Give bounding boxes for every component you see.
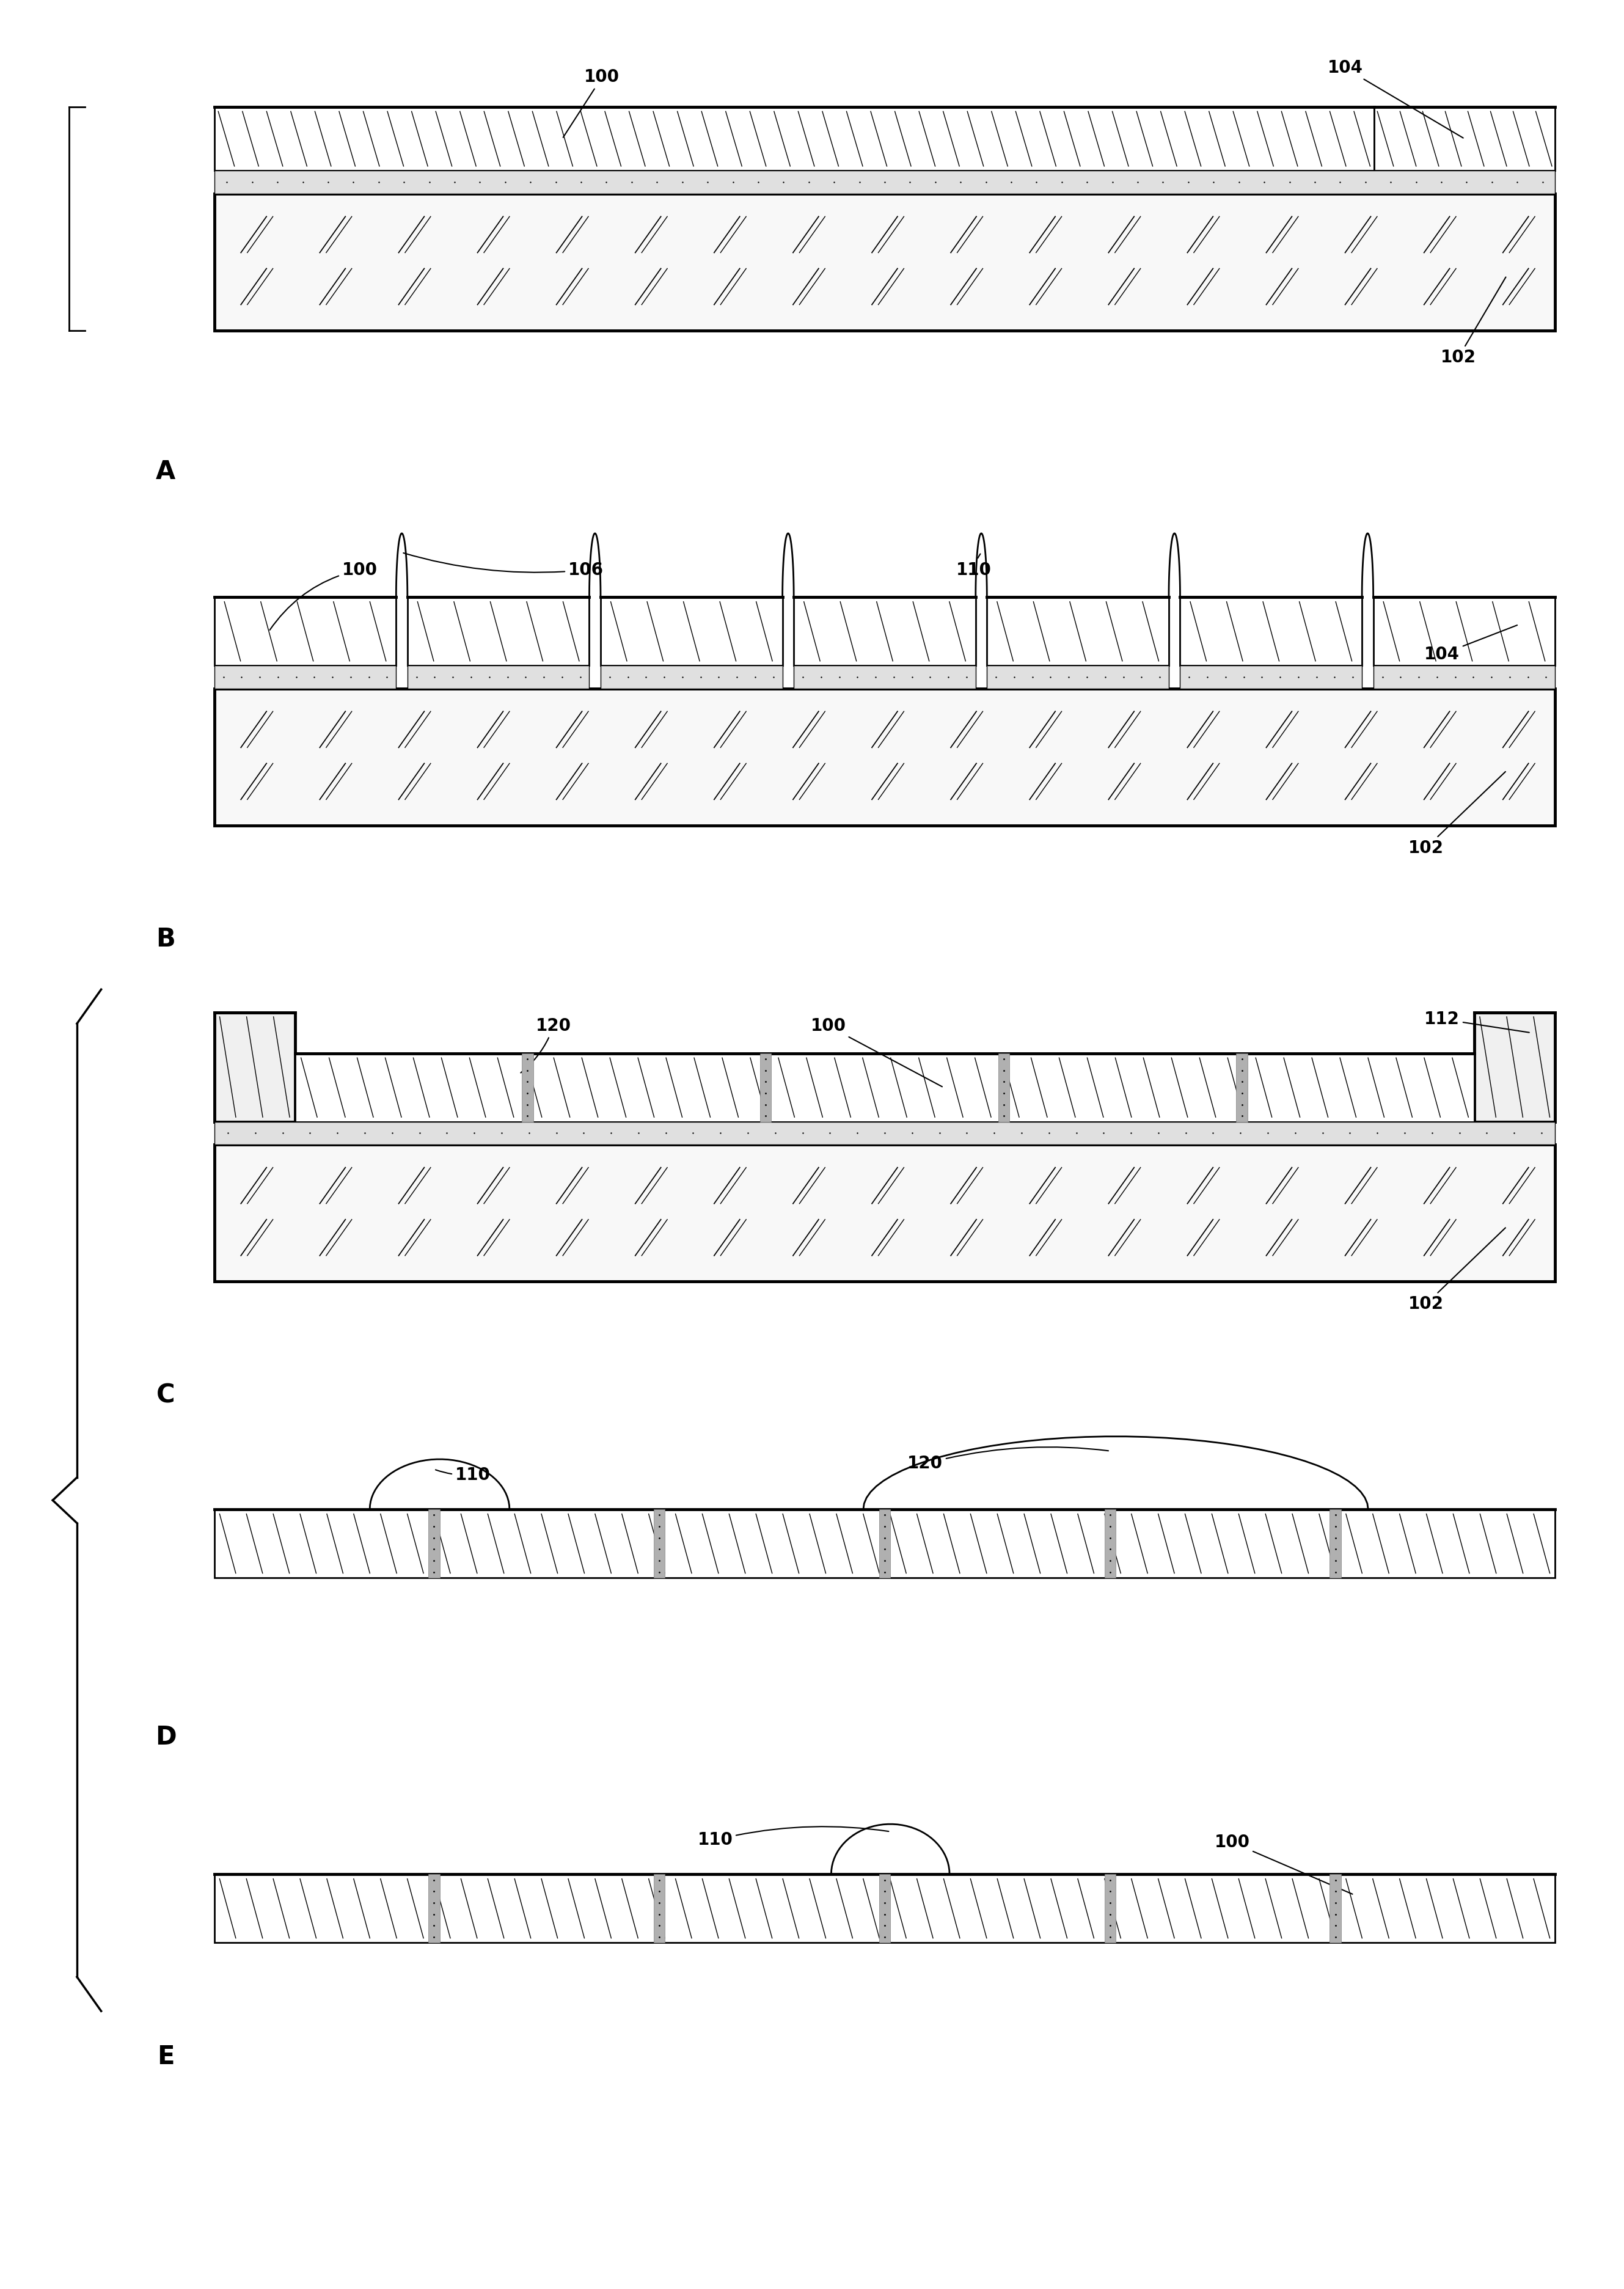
Text: 102: 102 — [1440, 277, 1505, 366]
Bar — [214, 689, 1556, 826]
Bar — [999, 1053, 1010, 1122]
Text: 104: 104 — [1424, 625, 1517, 664]
Text: C: C — [156, 1383, 175, 1408]
Text: 112: 112 — [1424, 1009, 1530, 1032]
Bar — [429, 1875, 440, 1943]
Bar — [296, 1053, 1475, 1122]
Text: E: E — [158, 2044, 174, 2069]
Text: 106: 106 — [403, 554, 604, 579]
Text: B: B — [156, 927, 175, 952]
Bar — [214, 666, 396, 689]
Bar — [408, 666, 590, 689]
Bar — [521, 1053, 533, 1122]
Text: 120: 120 — [908, 1447, 1108, 1472]
Bar — [214, 1122, 1556, 1144]
Bar — [214, 1144, 1556, 1282]
Bar — [214, 1012, 296, 1122]
Bar — [794, 597, 976, 666]
Bar — [408, 597, 590, 666]
Bar — [879, 1508, 890, 1577]
Bar — [1104, 1875, 1116, 1943]
Bar — [1374, 597, 1556, 666]
Bar — [1330, 1508, 1341, 1577]
Bar — [654, 1508, 664, 1577]
Bar — [214, 195, 1556, 330]
Bar — [1104, 1508, 1116, 1577]
Bar — [429, 1508, 440, 1577]
Text: 104: 104 — [1327, 60, 1463, 137]
Bar — [601, 597, 783, 666]
Bar — [1181, 666, 1363, 689]
Bar — [214, 108, 1374, 172]
Bar — [1374, 666, 1556, 689]
Bar — [601, 666, 783, 689]
Text: 102: 102 — [1408, 1227, 1505, 1312]
Text: 110: 110 — [957, 554, 991, 579]
Bar — [654, 1875, 664, 1943]
Bar — [760, 1053, 771, 1122]
Text: 100: 100 — [810, 1016, 942, 1087]
Bar — [1374, 108, 1556, 172]
Bar — [214, 172, 1556, 195]
Bar — [794, 666, 976, 689]
Text: 120: 120 — [521, 1016, 572, 1074]
Text: 100: 100 — [564, 69, 620, 137]
Text: A: A — [156, 458, 175, 485]
Bar — [1330, 1875, 1341, 1943]
Bar — [1475, 1012, 1556, 1122]
Bar — [879, 1875, 890, 1943]
Bar — [987, 597, 1169, 666]
Text: 102: 102 — [1408, 771, 1505, 856]
Bar — [1181, 597, 1363, 666]
Text: D: D — [156, 1724, 177, 1751]
Bar — [214, 1508, 1556, 1577]
Bar — [987, 666, 1169, 689]
Text: 110: 110 — [435, 1467, 490, 1483]
Text: 100: 100 — [270, 561, 377, 629]
Text: 110: 110 — [697, 1827, 888, 1850]
Bar — [1236, 1053, 1247, 1122]
Bar — [214, 1875, 1556, 1943]
Text: 100: 100 — [1215, 1833, 1353, 1893]
Bar — [214, 597, 396, 666]
